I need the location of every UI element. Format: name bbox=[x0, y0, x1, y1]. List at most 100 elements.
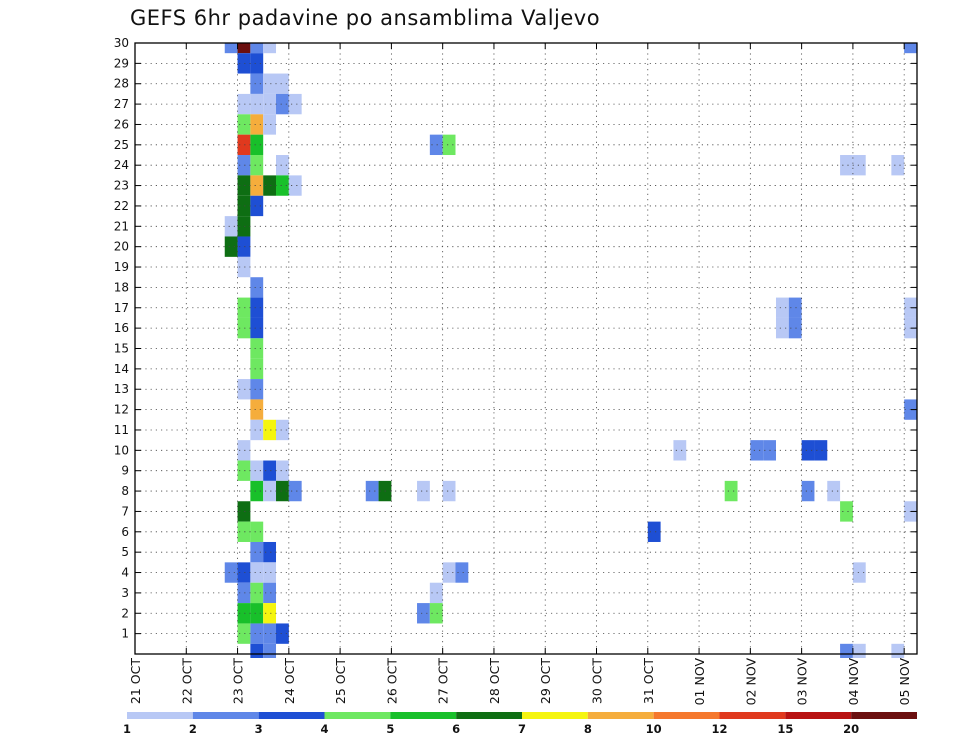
y-tick-label: 10 bbox=[114, 443, 129, 457]
heatmap-cell bbox=[801, 440, 815, 461]
chart-title: GEFS 6hr padavine po ansamblima Valjevo bbox=[130, 6, 601, 30]
heatmap-cell bbox=[276, 155, 289, 176]
colorbar-label: 8 bbox=[584, 722, 592, 736]
y-tick-label: 17 bbox=[114, 301, 129, 315]
x-tick-label: 01 NOV bbox=[692, 658, 707, 706]
y-tick-label: 14 bbox=[114, 362, 129, 376]
heatmap-cell bbox=[429, 134, 443, 156]
heatmap-cell bbox=[237, 195, 251, 217]
heatmap-cell bbox=[237, 256, 251, 278]
heatmap-cell bbox=[250, 521, 264, 542]
heatmap-cell bbox=[455, 562, 469, 583]
heatmap-cell bbox=[250, 73, 264, 94]
y-tick-label: 3 bbox=[121, 586, 129, 600]
x-tick-label: 03 NOV bbox=[795, 658, 810, 706]
x-tick-label: 02 NOV bbox=[743, 658, 758, 706]
heatmap-cell bbox=[429, 603, 443, 624]
heatmap-cell bbox=[237, 297, 251, 318]
heatmap-cell bbox=[263, 93, 277, 115]
y-tick-label: 26 bbox=[114, 117, 129, 131]
colorbar-swatch bbox=[522, 712, 588, 719]
colorbar-label: 2 bbox=[189, 722, 197, 736]
y-tick-label: 16 bbox=[114, 321, 129, 335]
heatmap-cell bbox=[237, 562, 251, 583]
heatmap-cell bbox=[276, 460, 289, 481]
y-tick-label: 25 bbox=[114, 138, 129, 152]
x-tick-label: 29 OCT bbox=[538, 658, 553, 704]
heatmap-cell bbox=[263, 562, 277, 583]
heatmap-cell bbox=[840, 155, 853, 176]
heatmap-cell bbox=[814, 440, 828, 461]
heatmap-cell bbox=[276, 419, 289, 441]
heatmap-cell bbox=[263, 419, 277, 441]
colorbar-label: 10 bbox=[646, 722, 662, 736]
heatmap-cell bbox=[250, 562, 264, 583]
heatmap-cell bbox=[429, 582, 443, 604]
x-tick-label: 04 NOV bbox=[846, 658, 861, 706]
y-tick-label: 7 bbox=[121, 504, 129, 518]
heatmap-cell bbox=[237, 236, 251, 257]
heatmap-cell bbox=[788, 317, 802, 339]
heatmap-cell bbox=[852, 155, 866, 176]
heatmap-cell bbox=[263, 643, 277, 658]
heatmap-cell bbox=[891, 155, 905, 176]
heatmap-cell bbox=[224, 562, 238, 583]
heatmap-cell bbox=[237, 623, 251, 644]
colorbar-label: 4 bbox=[320, 722, 328, 736]
colorbar-swatch bbox=[258, 712, 325, 719]
heatmap-cell bbox=[250, 114, 264, 135]
heatmap-cell bbox=[250, 643, 264, 658]
heatmap-cell bbox=[250, 582, 264, 604]
heatmap-cell bbox=[276, 175, 289, 196]
heatmap-cell bbox=[237, 460, 251, 481]
x-tick-label: 31 OCT bbox=[641, 658, 656, 704]
colorbar-swatch bbox=[719, 712, 786, 719]
heatmap-cell bbox=[224, 216, 238, 237]
heatmap-cell bbox=[724, 480, 738, 502]
x-tick-label: 23 OCT bbox=[231, 658, 246, 704]
heatmap-cell bbox=[840, 501, 853, 522]
heatmap-cell bbox=[852, 643, 866, 658]
colorbar-swatch bbox=[192, 712, 259, 719]
heatmap-cell bbox=[237, 53, 251, 74]
heatmap-cell bbox=[775, 297, 789, 318]
y-tick-label: 28 bbox=[114, 77, 129, 91]
x-tick-label: 27 OCT bbox=[436, 658, 451, 704]
heatmap-cell bbox=[263, 541, 277, 563]
heatmap-cell bbox=[647, 521, 661, 542]
heatmap-cell bbox=[263, 43, 277, 54]
heatmap-cell bbox=[904, 43, 917, 54]
heatmap-cell bbox=[673, 440, 687, 461]
y-tick-label: 1 bbox=[121, 627, 129, 641]
colorbar-swatch bbox=[851, 712, 917, 719]
heatmap-cell bbox=[442, 562, 456, 583]
y-tick-label: 11 bbox=[114, 423, 129, 437]
y-tick-label: 27 bbox=[114, 97, 129, 111]
heatmap-cell bbox=[276, 93, 289, 115]
heatmap-cell bbox=[250, 460, 264, 481]
colorbar-swatch bbox=[587, 712, 654, 719]
heatmap-cell bbox=[852, 562, 866, 583]
heatmap-cell bbox=[237, 582, 251, 604]
heatmap-cell bbox=[237, 43, 251, 54]
heatmap-cell bbox=[237, 501, 251, 522]
y-tick-label: 23 bbox=[114, 179, 129, 193]
colorbar-label: 7 bbox=[518, 722, 526, 736]
colorbar-label: 1 bbox=[123, 722, 131, 736]
heatmap-cell bbox=[788, 297, 802, 318]
heatmap-cell bbox=[365, 480, 379, 502]
heatmap-cell bbox=[250, 419, 264, 441]
heatmap-cell bbox=[250, 480, 264, 502]
heatmap-cell bbox=[263, 623, 277, 644]
colorbar-swatch bbox=[456, 712, 522, 719]
heatmap-cell bbox=[417, 480, 430, 502]
y-tick-label: 22 bbox=[114, 199, 129, 213]
x-tick-label: 28 OCT bbox=[487, 658, 502, 704]
colorbar-swatch bbox=[653, 712, 720, 719]
x-tick-label: 26 OCT bbox=[384, 658, 399, 704]
heatmap-cell bbox=[288, 93, 302, 115]
x-tick-label: 21 OCT bbox=[128, 658, 143, 704]
heatmap-cell bbox=[224, 43, 238, 54]
colorbar-swatch bbox=[127, 712, 193, 719]
